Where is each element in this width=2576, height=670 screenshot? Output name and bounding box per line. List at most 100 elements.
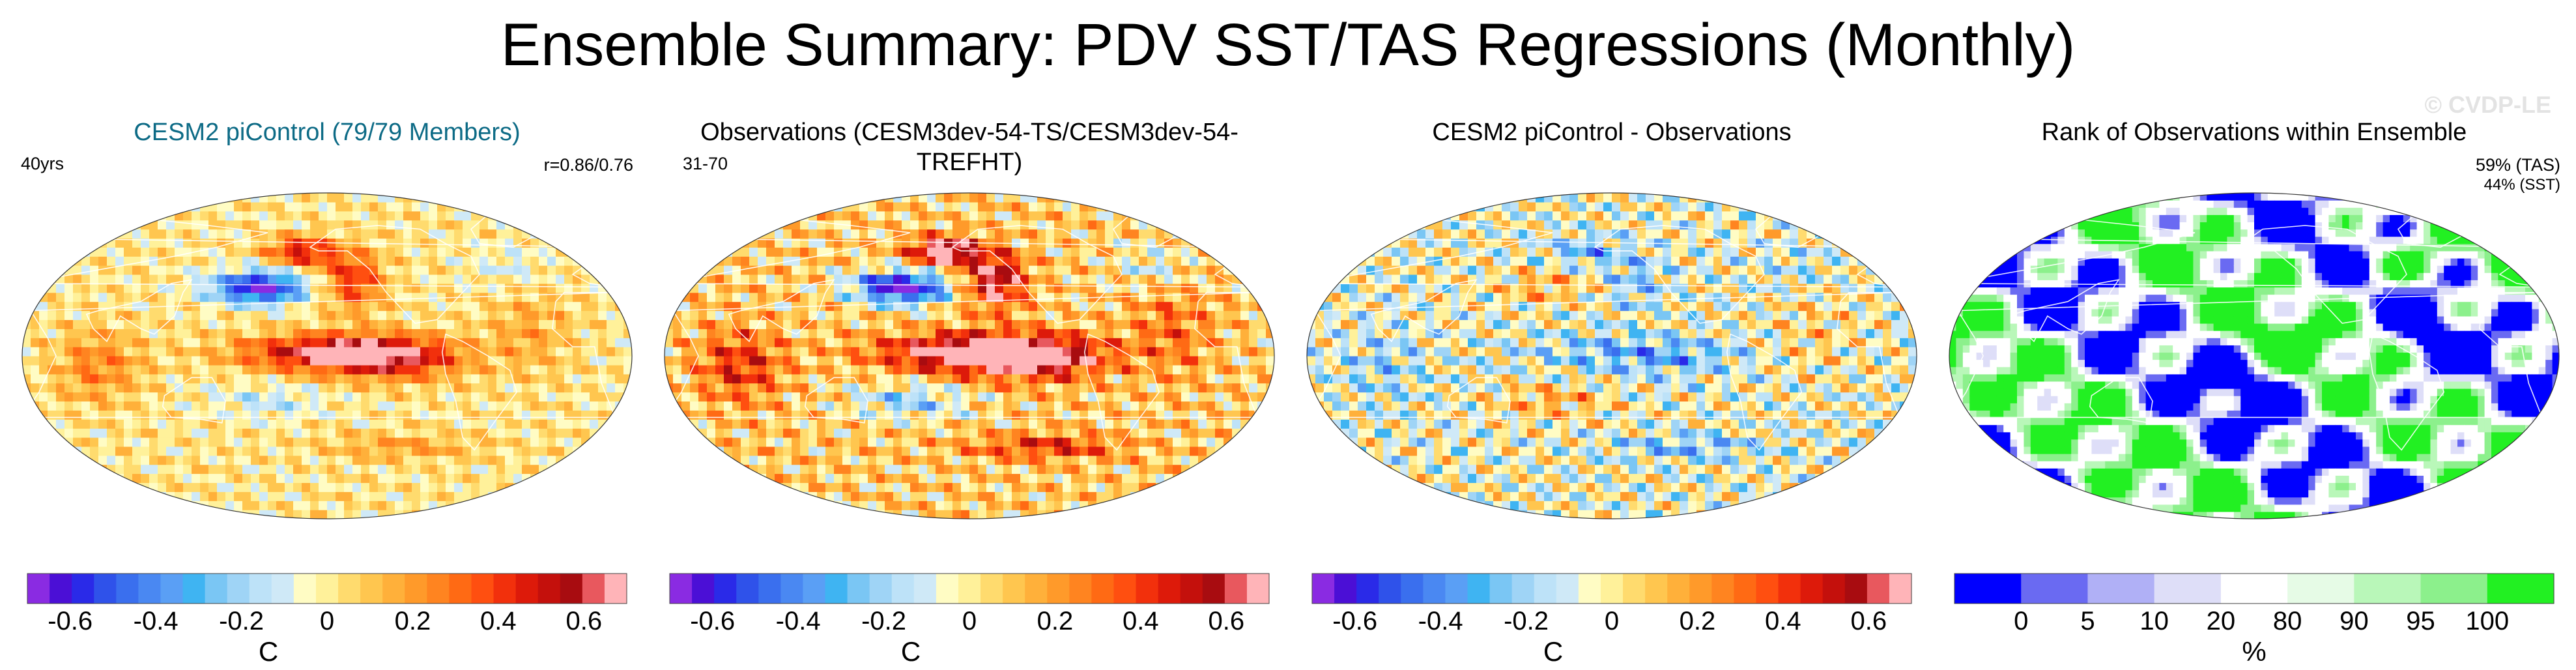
grid-cell bbox=[573, 310, 582, 321]
grid-cell bbox=[919, 510, 928, 519]
grid-cell bbox=[800, 347, 809, 357]
grid-cell bbox=[1164, 364, 1173, 375]
grid-cell bbox=[707, 364, 716, 375]
grid-cell bbox=[48, 283, 57, 293]
grid-cell bbox=[479, 410, 489, 420]
grid-cell bbox=[800, 319, 809, 329]
grid-cell bbox=[1147, 392, 1156, 402]
grid-cell bbox=[758, 292, 767, 302]
grid-cell bbox=[200, 482, 209, 492]
grid-cell bbox=[834, 301, 843, 312]
grid-cell bbox=[344, 347, 353, 357]
grid-cell bbox=[1190, 201, 1199, 212]
grid-cell bbox=[1029, 328, 1038, 338]
grid-cell bbox=[166, 401, 175, 411]
grid-cell bbox=[90, 501, 99, 510]
grid-cell bbox=[251, 455, 260, 465]
grid-cell bbox=[800, 464, 809, 474]
grid-cell bbox=[446, 510, 455, 519]
grid-cell bbox=[1130, 410, 1139, 420]
grid-cell bbox=[361, 446, 370, 456]
grid-cell bbox=[876, 410, 885, 420]
grid-cell bbox=[310, 392, 319, 402]
grid-cell bbox=[488, 201, 497, 212]
grid-cell bbox=[217, 211, 226, 221]
grid-cell bbox=[192, 464, 201, 474]
grid-cell bbox=[124, 328, 133, 338]
grid-cell bbox=[910, 446, 919, 456]
grid-cell bbox=[437, 193, 446, 203]
grid-cell bbox=[420, 419, 429, 429]
grid-cell bbox=[64, 347, 74, 357]
grid-cell bbox=[276, 292, 285, 302]
grid-cell bbox=[327, 211, 336, 221]
grid-cell bbox=[513, 193, 522, 203]
grid-cell bbox=[522, 482, 531, 492]
grid-cell bbox=[1122, 410, 1131, 420]
grid-cell bbox=[64, 410, 74, 420]
grid-cell bbox=[1207, 437, 1216, 447]
grid-cell bbox=[615, 455, 624, 465]
grid-cell bbox=[623, 265, 632, 275]
grid-cell bbox=[217, 392, 226, 402]
grid-cell bbox=[581, 292, 590, 302]
grid-cell bbox=[446, 364, 455, 375]
grid-cell bbox=[952, 437, 962, 447]
grid-cell bbox=[31, 229, 40, 239]
grid-cell bbox=[1046, 283, 1055, 293]
grid-cell bbox=[539, 247, 548, 257]
grid-cell bbox=[783, 201, 792, 212]
grid-cell bbox=[817, 383, 826, 393]
grid-cell bbox=[319, 220, 328, 230]
grid-cell bbox=[217, 446, 226, 456]
grid-cell bbox=[995, 328, 1004, 338]
grid-cell bbox=[876, 364, 885, 375]
grid-cell bbox=[107, 455, 116, 465]
grid-cell bbox=[446, 338, 455, 347]
grid-cell bbox=[98, 292, 107, 302]
grid-cell bbox=[1190, 419, 1199, 429]
grid-cell bbox=[607, 347, 616, 357]
grid-cell bbox=[978, 446, 987, 456]
grid-cell bbox=[665, 419, 674, 429]
grid-cell bbox=[749, 410, 758, 420]
grid-cell bbox=[859, 319, 868, 329]
grid-cell bbox=[800, 510, 809, 519]
grid-cell bbox=[234, 473, 243, 484]
grid-cell bbox=[1020, 338, 1029, 347]
grid-cell bbox=[876, 256, 885, 266]
grid-cell bbox=[369, 238, 379, 248]
grid-cell bbox=[39, 392, 48, 402]
grid-cell bbox=[1046, 373, 1055, 384]
grid-cell bbox=[1156, 410, 1165, 420]
grid-cell bbox=[724, 501, 733, 510]
grid-cell bbox=[378, 510, 387, 519]
grid-cell bbox=[158, 328, 167, 338]
grid-cell bbox=[234, 410, 243, 420]
grid-cell bbox=[1207, 265, 1216, 275]
grid-cell bbox=[293, 501, 302, 510]
grid-cell bbox=[208, 310, 218, 321]
grid-cell bbox=[556, 301, 565, 312]
grid-cell bbox=[936, 473, 945, 484]
grid-cell bbox=[724, 383, 733, 393]
grid-cell bbox=[581, 501, 590, 510]
grid-cell bbox=[851, 193, 860, 203]
grid-cell bbox=[573, 373, 582, 384]
grid-cell bbox=[834, 265, 843, 275]
grid-cell bbox=[1147, 347, 1156, 357]
grid-cell bbox=[420, 473, 429, 484]
grid-cell bbox=[251, 201, 260, 212]
grid-cell bbox=[607, 491, 616, 501]
grid-cell bbox=[859, 482, 868, 492]
grid-cell bbox=[859, 274, 868, 284]
grid-cell bbox=[192, 338, 201, 347]
grid-cell bbox=[115, 247, 124, 257]
grid-cell bbox=[556, 274, 565, 284]
grid-cell bbox=[902, 347, 911, 357]
grid-cell bbox=[386, 410, 395, 420]
grid-cell bbox=[327, 220, 336, 230]
grid-cell bbox=[581, 256, 590, 266]
grid-cell bbox=[344, 419, 353, 429]
grid-cell bbox=[319, 310, 328, 321]
